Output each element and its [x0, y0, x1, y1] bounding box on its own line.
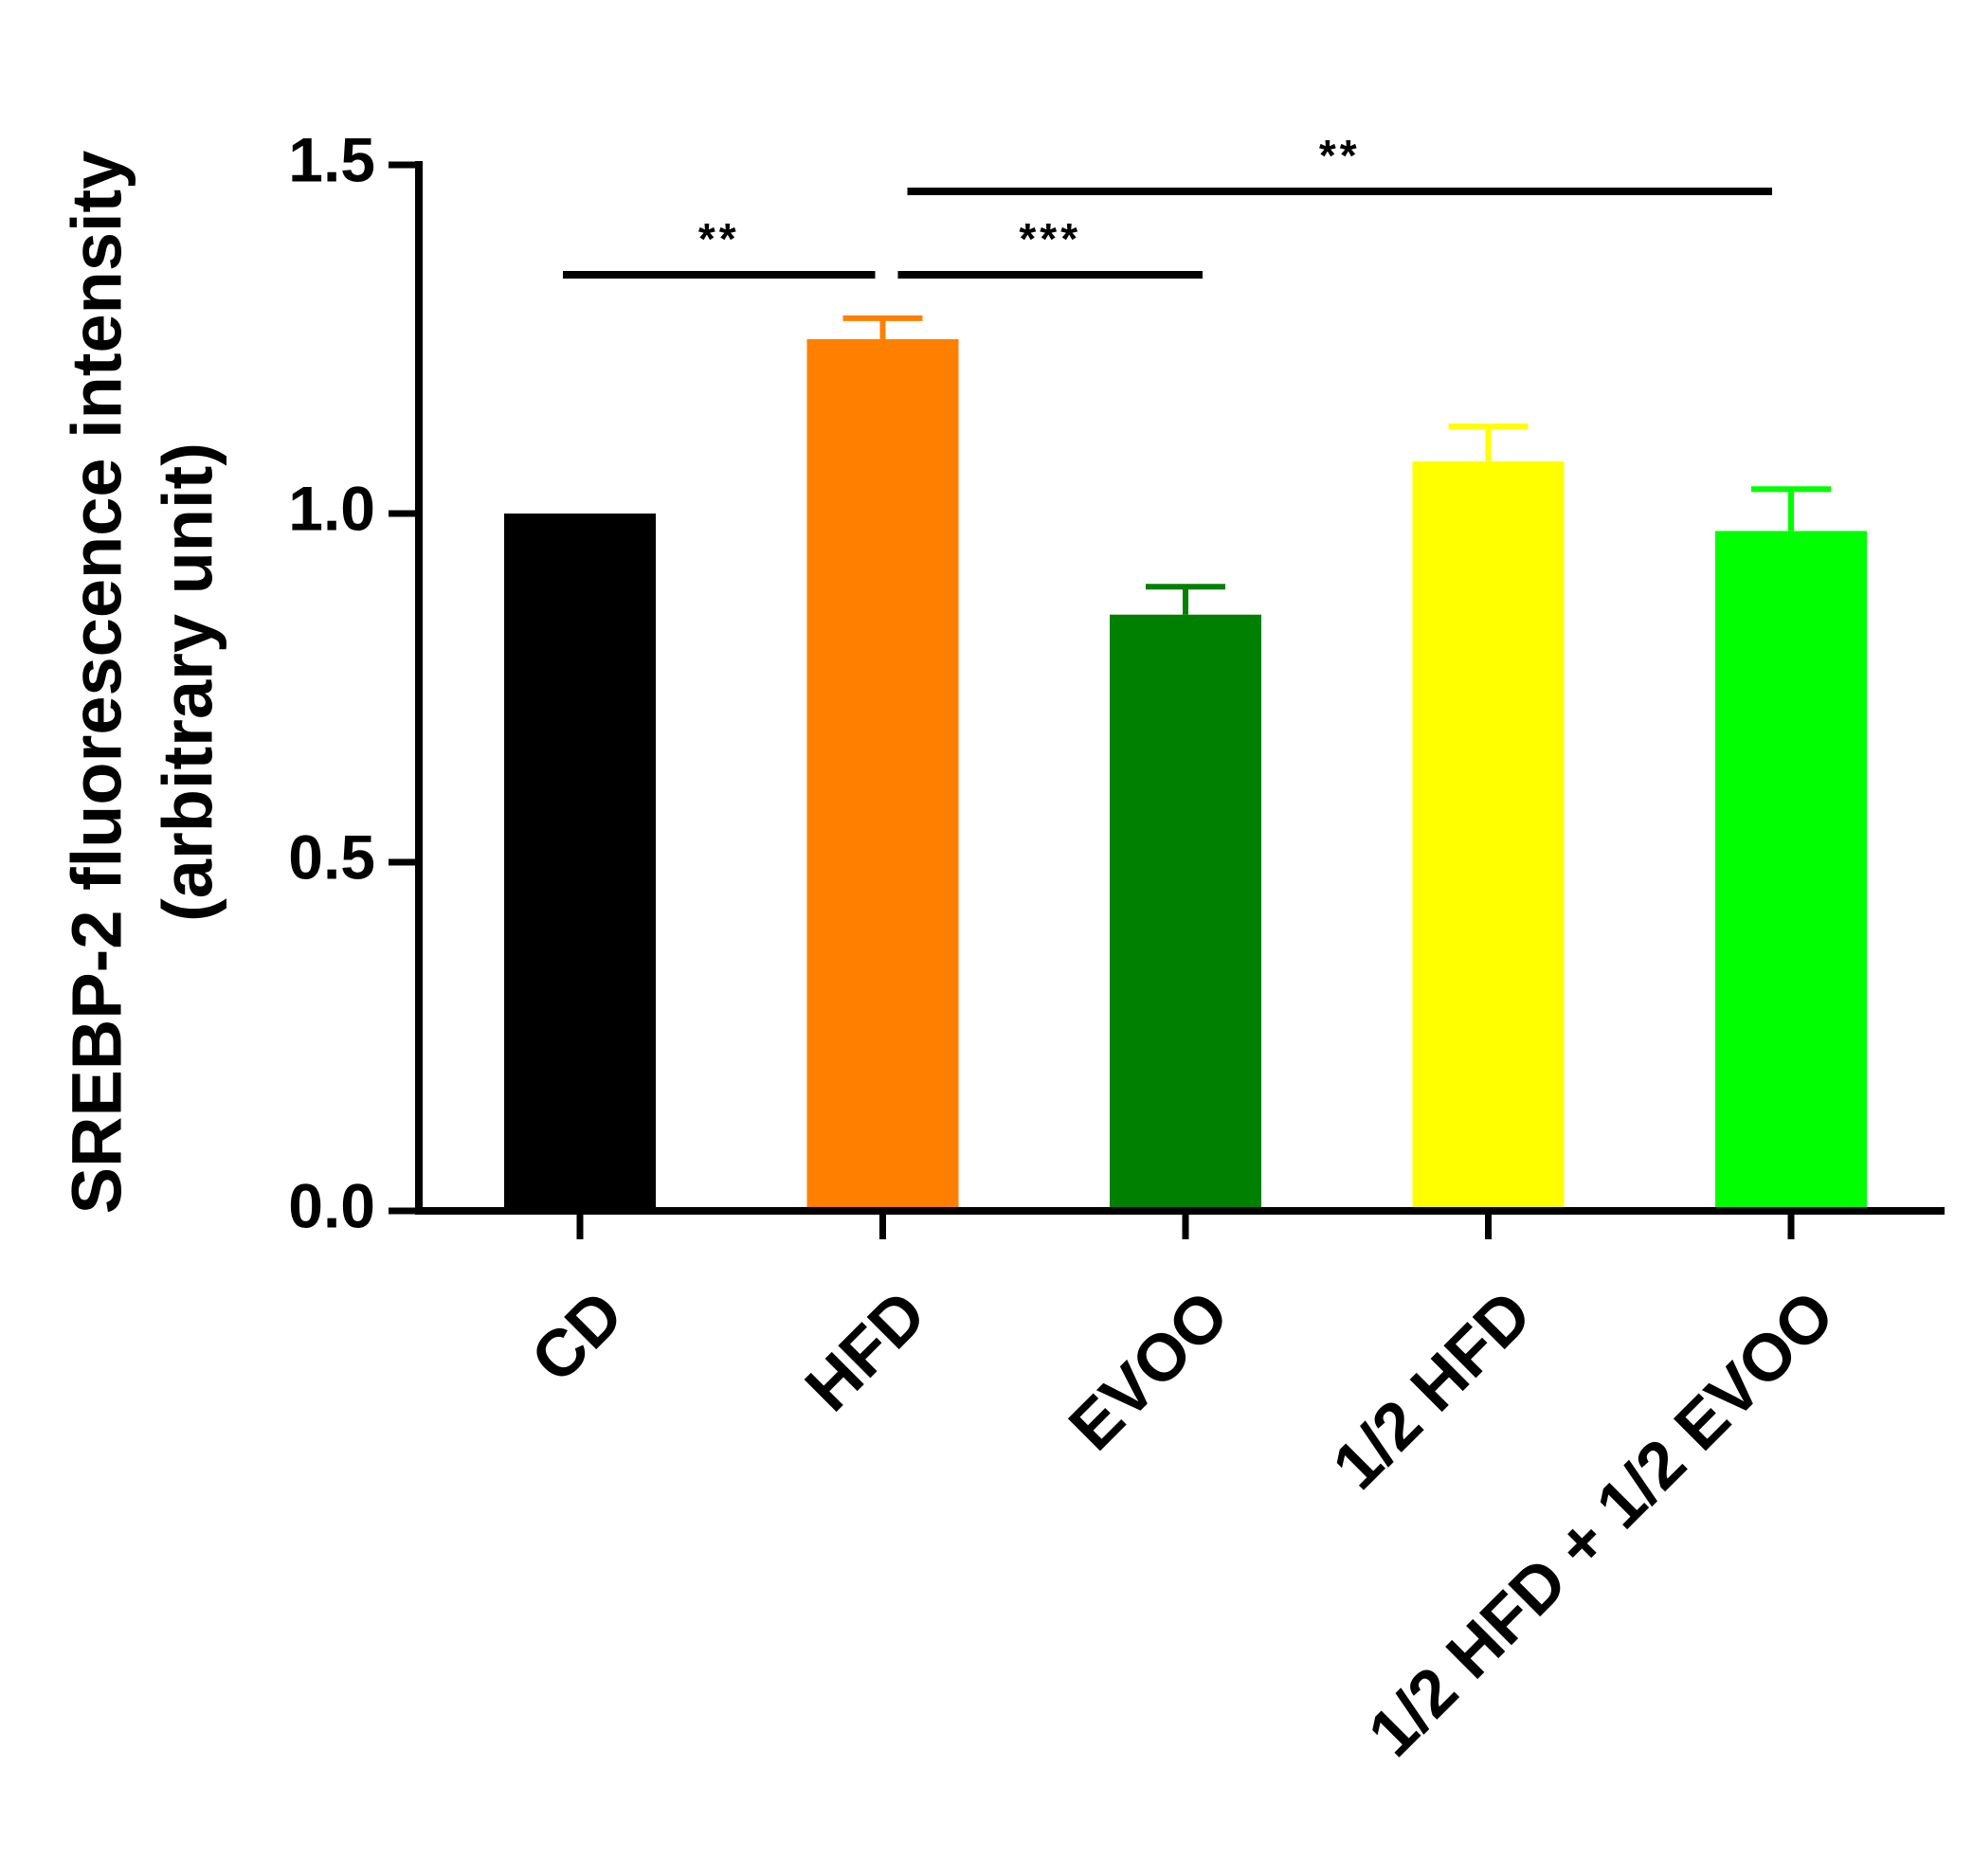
- y-tick-label: 0.0: [288, 1170, 375, 1240]
- x-tick-label: 1/2 HFD: [1318, 1276, 1545, 1503]
- x-axis: [415, 1207, 1945, 1239]
- bars: [504, 339, 1867, 1207]
- x-tick-label: EVOO: [1055, 1276, 1242, 1464]
- significance-label: **: [1319, 131, 1361, 180]
- significance-label: **: [698, 214, 740, 263]
- y-axis-title: SREBP-2 fluorescence intensity (arbitrar…: [58, 151, 227, 1215]
- y-tick-label: 1.0: [288, 473, 375, 543]
- y-axis-title-line2: (arbitrary unit): [149, 442, 227, 922]
- y-tick-label: 1.5: [288, 124, 375, 194]
- error-bars: [842, 315, 1831, 615]
- y-tick-label: 0.5: [288, 821, 375, 892]
- bar: [1715, 531, 1867, 1207]
- y-axis-title-line1: SREBP-2 fluorescence intensity: [58, 151, 136, 1215]
- x-tick-label: HFD: [791, 1276, 940, 1425]
- significance-label: ***: [1019, 214, 1081, 263]
- bar: [806, 339, 959, 1207]
- x-tick-label: CD: [517, 1276, 638, 1397]
- bar: [1412, 460, 1565, 1207]
- y-axis: 0.0 0.5 1.0 1.5: [288, 124, 423, 1240]
- significance-brackets: ** *****: [563, 131, 1772, 279]
- bar: [504, 514, 656, 1207]
- bar: [1110, 614, 1261, 1207]
